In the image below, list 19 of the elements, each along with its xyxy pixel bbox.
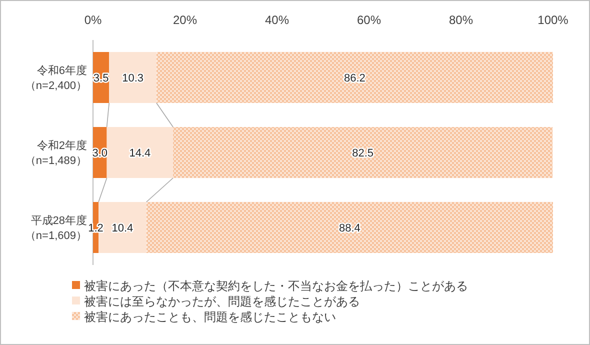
data-label: 14.4 <box>129 148 151 160</box>
x-tick-label: 40% <box>264 13 290 27</box>
legend-label: 被害にあった（不本意な契約をした・不当なお金を払った）ことがある <box>84 279 468 293</box>
x-tick-label: 100% <box>538 13 569 27</box>
data-label: 86.2 <box>344 72 366 84</box>
data-label: 82.5 <box>352 148 374 160</box>
data-label: 88.4 <box>338 222 360 234</box>
y-tick-label: 令和6年度（n=2,400） <box>24 64 87 92</box>
x-tick-label: 0% <box>84 13 102 27</box>
data-label: 3.5 <box>93 72 109 84</box>
x-tick-label: 80% <box>448 13 474 27</box>
x-tick-label: 60% <box>356 13 382 27</box>
data-label: 10.4 <box>112 222 134 234</box>
x-tick-label: 20% <box>172 13 198 27</box>
data-label: 10.3 <box>122 72 144 84</box>
y-tick-label: 令和2年度（n=1,489） <box>24 139 87 167</box>
y-tick-label: 平成28年度（n=1,609） <box>24 214 87 242</box>
legend-label: 被害には至らなかったが、問題を感じたことがある <box>84 294 360 308</box>
legend-label: 被害にあったことも、問題を感じたこともない <box>84 310 336 324</box>
